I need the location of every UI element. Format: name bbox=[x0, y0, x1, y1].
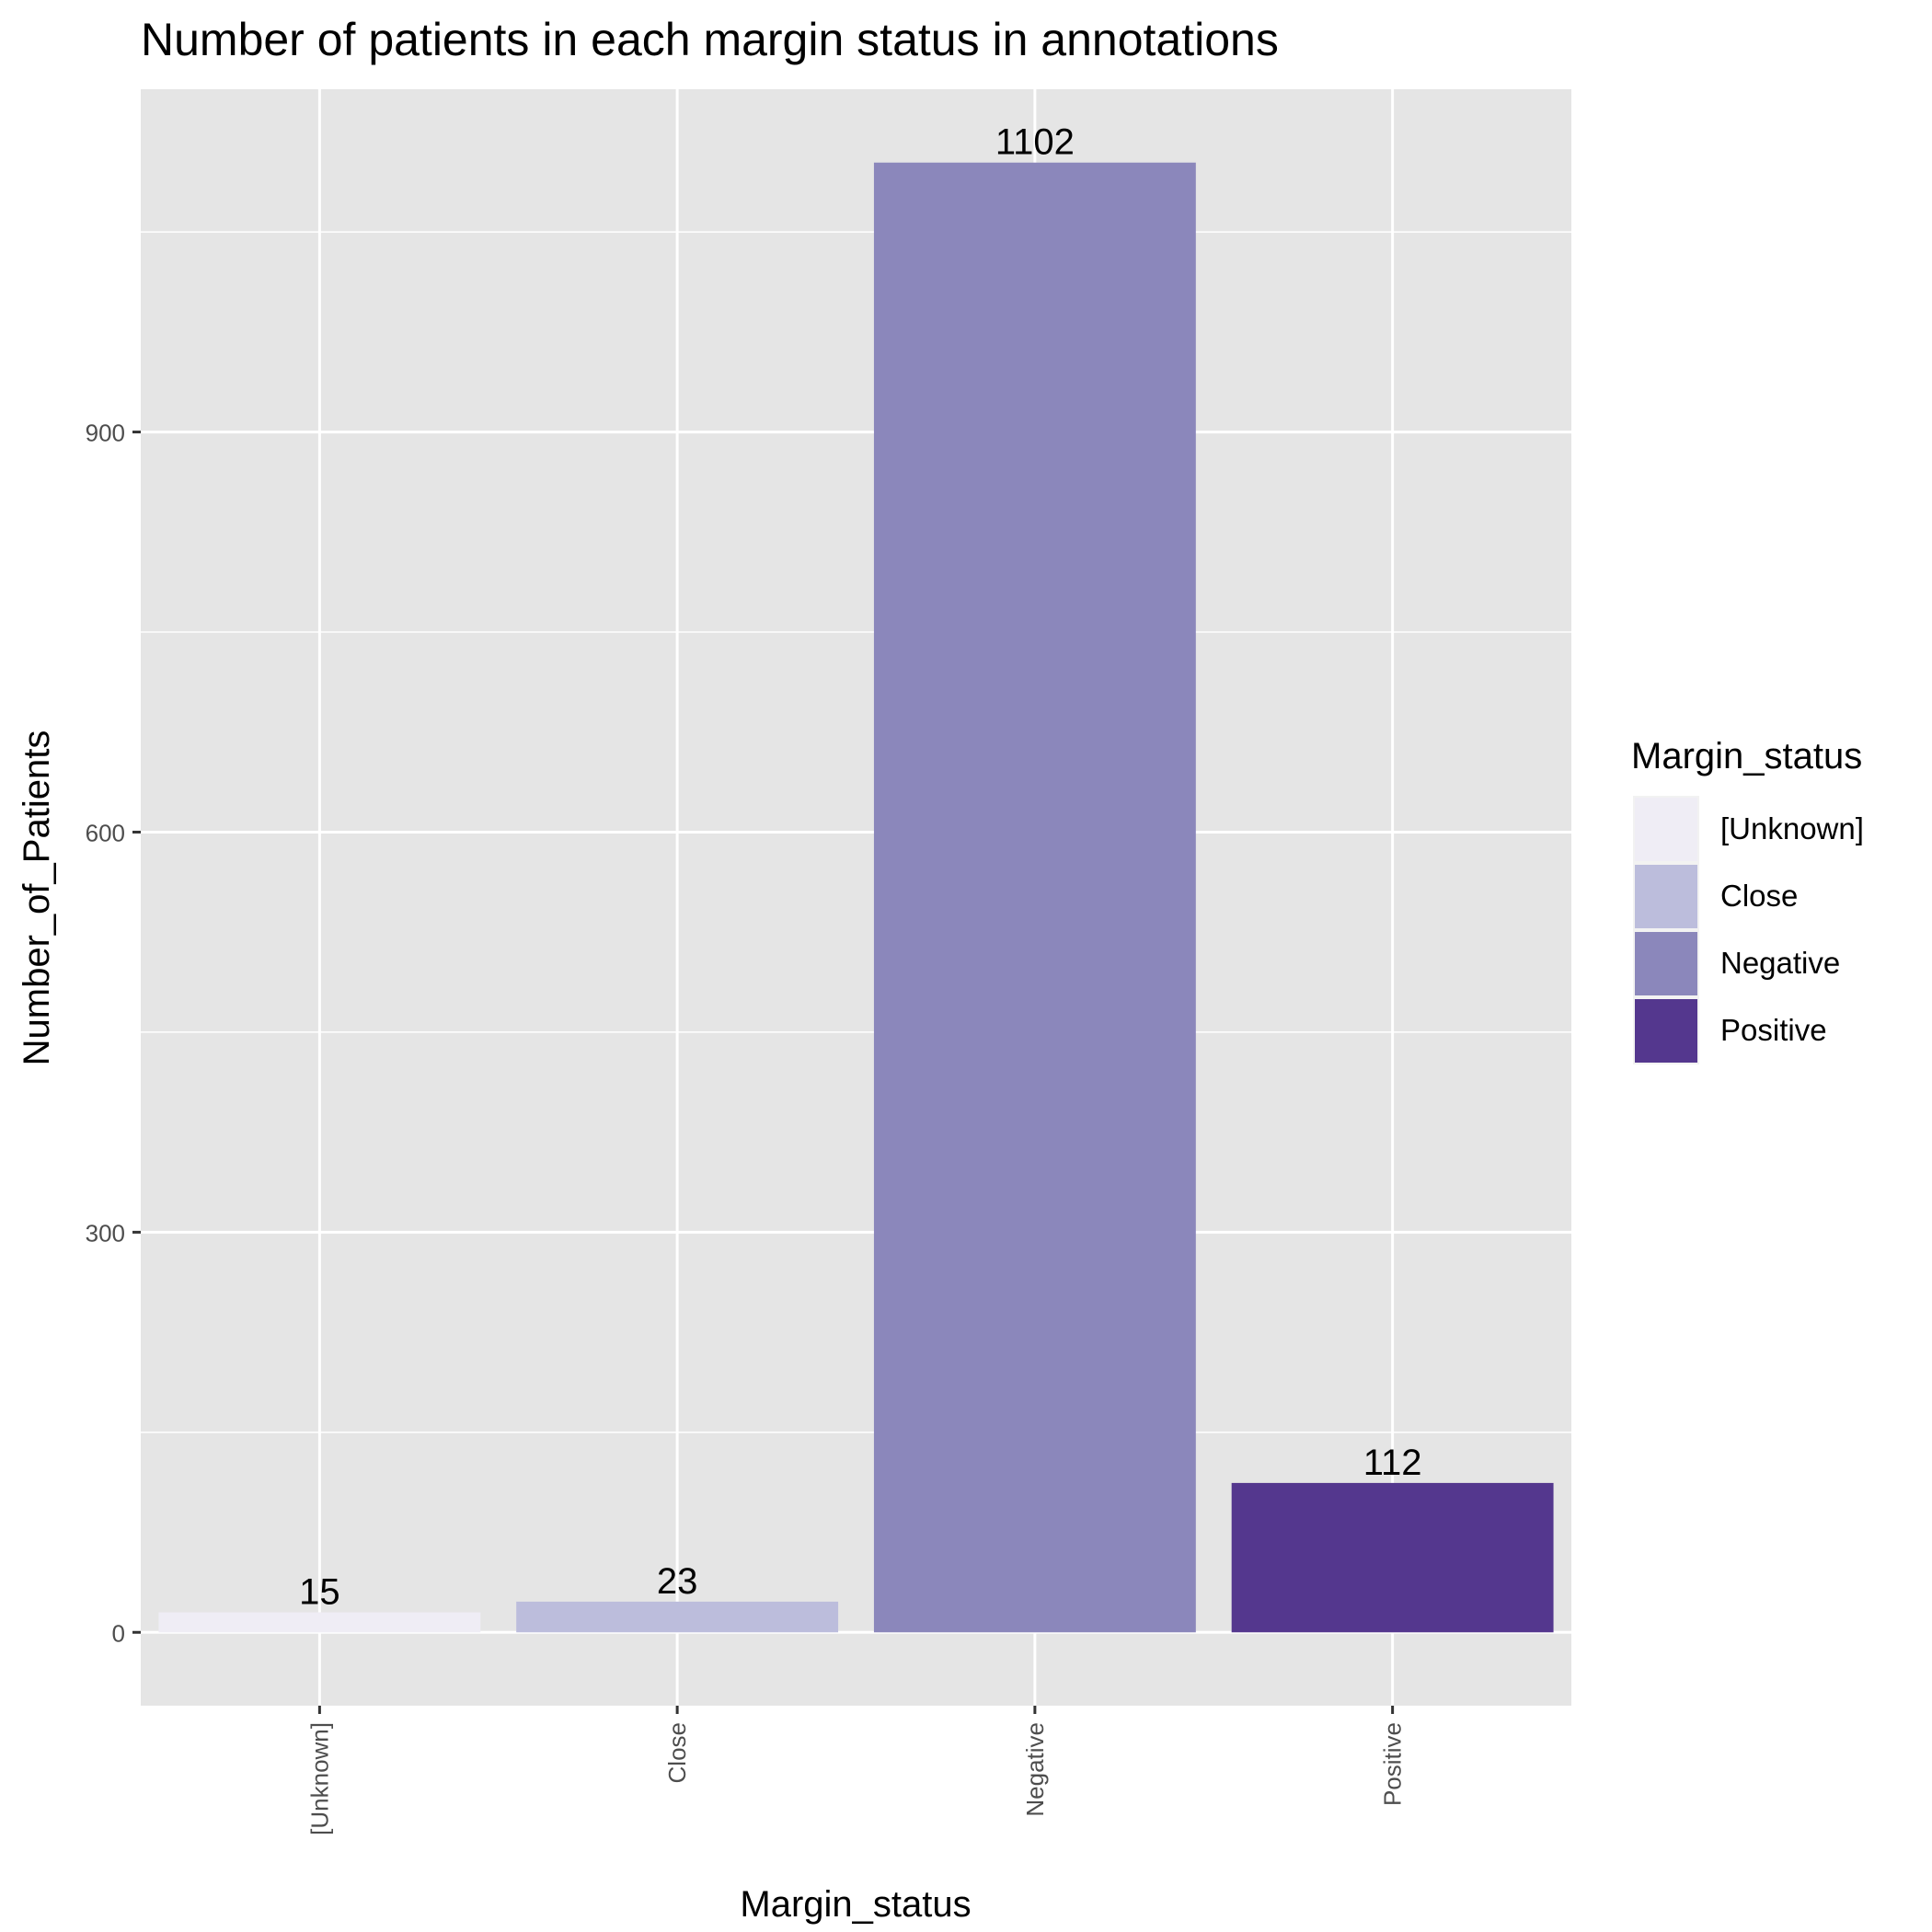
y-tick-label-0: 0 bbox=[112, 1619, 125, 1647]
legend-swatch-3 bbox=[1635, 999, 1697, 1063]
data-labels: 15 23 1102 112 bbox=[299, 122, 1421, 1613]
legend-swatch-0 bbox=[1635, 798, 1697, 861]
axes: 0 300 600 900 [Unknown] Close Negative Positive bbox=[86, 420, 1407, 1835]
x-tick-label-1: Close bbox=[663, 1722, 691, 1783]
bar-2 bbox=[873, 162, 1196, 1633]
bars bbox=[158, 162, 1554, 1633]
y-tick-label-2: 600 bbox=[86, 819, 125, 846]
legend-label-2: Negative bbox=[1720, 946, 1840, 980]
legend-title: Margin_status bbox=[1631, 736, 1862, 776]
x-tick-label-2: Negative bbox=[1021, 1722, 1049, 1817]
plot-panel bbox=[141, 89, 1571, 1706]
legend-label-1: Close bbox=[1720, 879, 1798, 913]
legend: Margin_status [Unknown] Close Negative Posi… bbox=[1631, 736, 1864, 1064]
y-axis-label: Number_of_Patients bbox=[17, 730, 57, 1066]
legend-swatch-1 bbox=[1635, 865, 1697, 928]
y-tick-label-1: 300 bbox=[86, 1219, 125, 1247]
x-tick-label-3: Positive bbox=[1379, 1722, 1407, 1806]
bar-1 bbox=[516, 1601, 839, 1633]
x-tick-label-0: [Unknown] bbox=[305, 1722, 333, 1835]
bar-0 bbox=[158, 1612, 481, 1633]
legend-swatch-2 bbox=[1635, 932, 1697, 995]
y-tick-label-3: 900 bbox=[86, 420, 125, 447]
bar-3 bbox=[1231, 1482, 1554, 1633]
data-label-2: 1102 bbox=[995, 122, 1075, 163]
data-label-3: 112 bbox=[1363, 1443, 1422, 1483]
legend-label-0: [Unknown] bbox=[1720, 811, 1864, 845]
data-label-0: 15 bbox=[299, 1572, 340, 1613]
data-label-1: 23 bbox=[657, 1561, 698, 1602]
chart-title: Number of patients in each margin status… bbox=[141, 14, 1279, 65]
x-axis-label: Margin_status bbox=[740, 1884, 971, 1925]
legend-label-3: Positive bbox=[1720, 1013, 1827, 1047]
